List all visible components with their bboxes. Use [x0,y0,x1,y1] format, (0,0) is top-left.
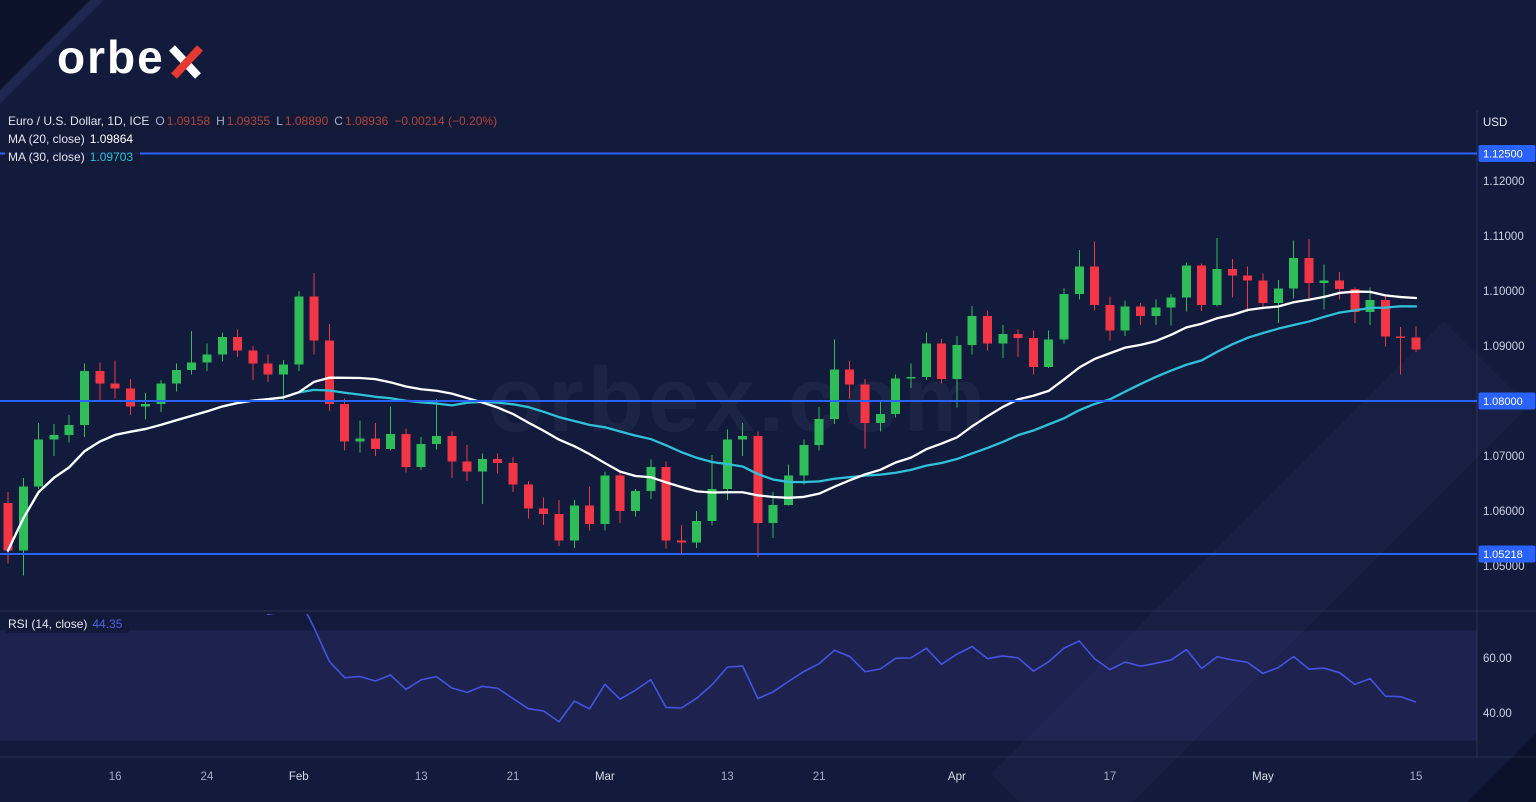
ma20-line [6,290,1418,552]
ma30-value: 1.09703 [89,150,134,164]
svg-text:13: 13 [415,771,428,783]
open-value: 1.09158 [166,114,211,128]
candles [3,238,1421,576]
chart-legend: Euro / U.S. Dollar, 1D, ICE O 1.09158 H … [5,113,505,166]
svg-text:24: 24 [201,771,214,783]
close-value: 1.08936 [344,114,389,128]
decorative-stripe-bottom-right [1216,562,1536,802]
svg-text:60.00: 60.00 [1483,653,1512,665]
decorative-stripe-top-left [0,0,340,340]
low-value: 1.08890 [284,114,329,128]
change-value: −0.00214 (−0.20%) [394,114,498,128]
low-label: L [276,114,283,128]
svg-text:USD: USD [1483,117,1507,129]
rsi-legend: RSI (14, close) 44.35 [5,616,130,633]
ma30-label: MA (30, close) [8,150,85,164]
svg-text:17: 17 [1104,771,1117,783]
ma30-legend-row[interactable]: MA (30, close) 1.09703 [5,149,141,166]
svg-text:21: 21 [813,771,826,783]
orbex-logo-text: orbe [57,31,165,83]
ma20-label: MA (20, close) [8,132,85,146]
time-scale[interactable] [0,757,1536,802]
svg-text:May: May [1252,771,1274,783]
rsi-value: 44.35 [92,617,123,631]
svg-text:1.12500: 1.12500 [1483,149,1523,161]
svg-text:Feb: Feb [289,771,309,783]
high-label: H [216,114,225,128]
symbol-title: Euro / U.S. Dollar, 1D, ICE [8,114,150,128]
rsi-legend-row[interactable]: RSI (14, close) 44.35 [5,616,130,633]
svg-text:1.09000: 1.09000 [1483,341,1525,353]
ma20-value: 1.09864 [89,132,134,146]
ma20-legend-row[interactable]: MA (20, close) 1.09864 [5,131,141,148]
rsi-label: RSI (14, close) [8,617,88,631]
svg-text:1.11000: 1.11000 [1483,231,1524,243]
svg-text:1.10000: 1.10000 [1483,286,1525,298]
svg-text:1.05000: 1.05000 [1483,561,1525,573]
orbex-logo-x-icon [168,45,203,79]
price-badge [1478,392,1536,410]
open-label: O [155,114,165,128]
svg-text:1.07000: 1.07000 [1483,451,1525,463]
orbex-logo: orbe [57,34,204,80]
rsi-line [266,614,1417,723]
price-scale[interactable] [1477,0,1536,757]
high-value: 1.09355 [226,114,271,128]
svg-text:1.08000: 1.08000 [1483,396,1523,408]
price-badge [1478,545,1536,563]
svg-text:13: 13 [721,771,734,783]
svg-text:16: 16 [109,771,122,783]
close-label: C [334,114,343,128]
svg-text:15: 15 [1410,771,1423,783]
svg-text:1.06000: 1.06000 [1483,506,1525,518]
rsi-pane[interactable] [0,611,1477,757]
svg-text:1.12000: 1.12000 [1483,176,1525,188]
price-badge [1478,145,1536,162]
symbol-legend-row[interactable]: Euro / U.S. Dollar, 1D, ICE O 1.09158 H … [5,113,505,130]
svg-text:Apr: Apr [948,771,966,783]
rsi-band [0,630,1477,741]
svg-text:1.05218: 1.05218 [1483,549,1523,561]
svg-text:Mar: Mar [595,771,615,783]
svg-text:21: 21 [507,771,520,783]
svg-text:40.00: 40.00 [1483,708,1512,720]
